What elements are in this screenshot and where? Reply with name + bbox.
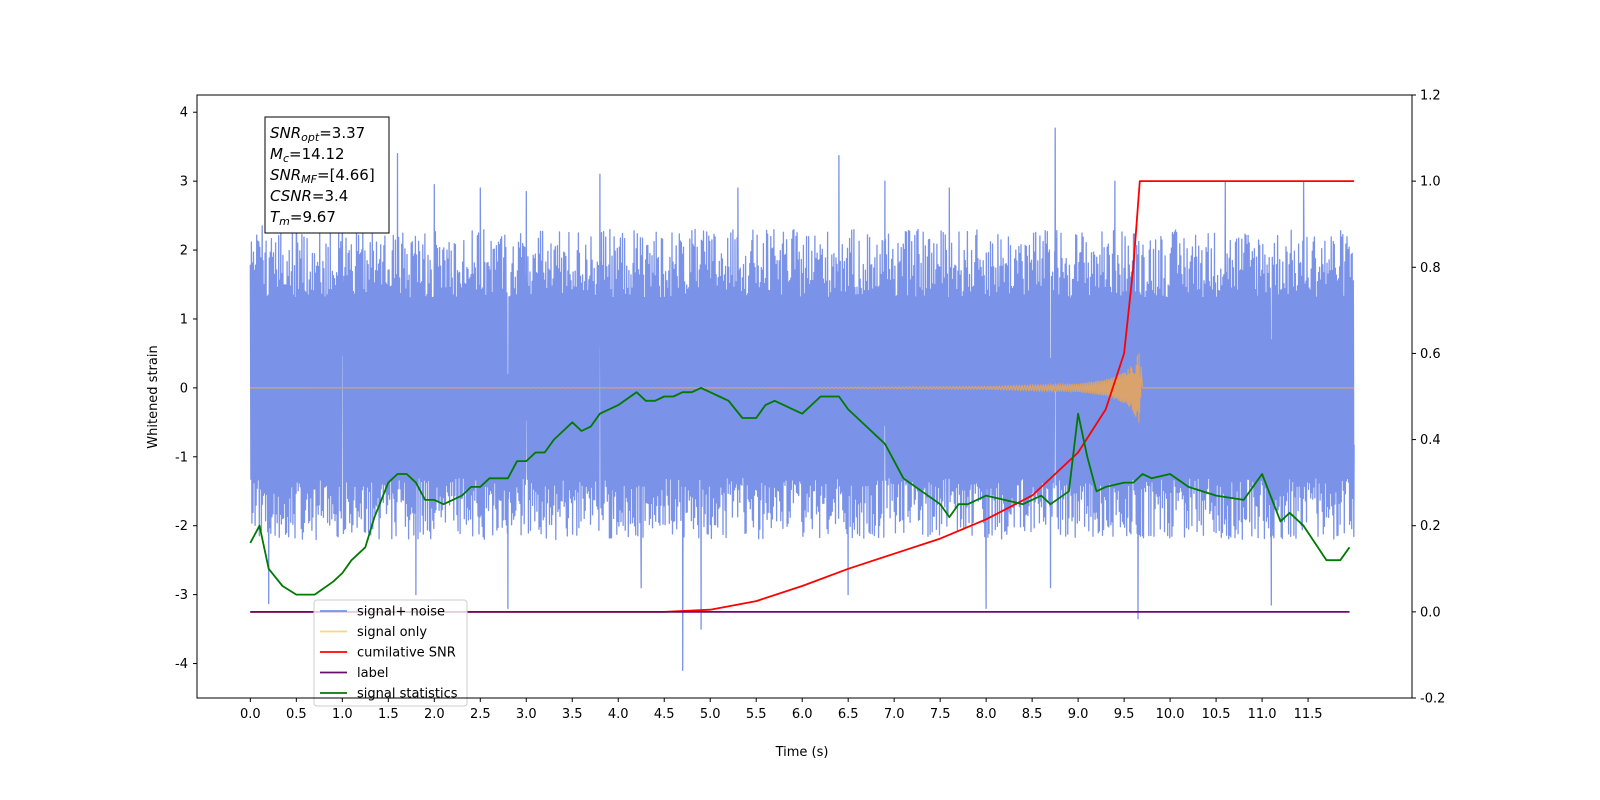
x-tick-label: 11.0 [1248,707,1277,722]
y-axis-label-left: Whitened strain [146,345,161,448]
legend-label: signal+ noise [357,605,445,620]
y-tick-label-right: 0.2 [1420,519,1441,534]
series-line-signal-only [250,353,1355,423]
x-tick-label: 0.0 [240,707,261,722]
x-tick-label: 4.5 [654,707,675,722]
x-tick-label: 9.0 [1068,707,1089,722]
y-tick-label-right: 1.2 [1420,89,1441,104]
x-tick-label: 8.5 [1022,707,1043,722]
y-tick-label-right: 0.6 [1420,347,1441,362]
y-tick-label-right: 0.4 [1420,433,1441,448]
info-line: CSNR=3.4 [270,187,348,205]
legend-label: label [357,666,388,681]
y-tick-label-left: -2 [175,519,188,534]
info-line: Mc=14.12 [270,145,345,165]
x-tick-label: 3.5 [562,707,583,722]
info-line: SNRMF=[4.66] [270,166,375,186]
x-tick-label: 6.0 [792,707,813,722]
x-tick-label: 4.0 [608,707,629,722]
legend-label: cumilative SNR [357,646,456,661]
x-tick-label: 1.0 [332,707,353,722]
y-tick-label-right: 1.0 [1420,175,1441,190]
legend: signal+ noise signal only cumilative SNR la… [313,599,468,707]
x-tick-label: 5.5 [746,707,767,722]
info-box-frame [264,116,390,234]
x-tick-label: 3.0 [516,707,537,722]
x-tick-label: 9.5 [1114,707,1135,722]
y-tick-label-left: 2 [180,244,188,259]
y-tick-label-left: -3 [175,588,188,603]
y-tick-label-right: 0.8 [1420,261,1441,276]
x-tick-label: 6.5 [838,707,859,722]
legend-label: signal statistics [357,687,458,702]
x-tick-label: 7.0 [884,707,905,722]
x-tick-label: 10.0 [1156,707,1185,722]
series-line-signal-statistics [249,387,1351,596]
y-tick-label-right: 0.0 [1420,605,1441,620]
x-tick-label: 7.5 [930,707,951,722]
x-tick-label: 11.5 [1294,707,1323,722]
info-line: SNRopt=3.37 [270,124,365,144]
y-tick-label-left: -1 [175,450,188,465]
y-tick-label-right: -0.2 [1420,692,1445,707]
axes: 0.0 0.5 1.0 1.5 2.0 2.5 3.0 3.5 4.0 4.5 5.0 5.5 6.0 6… [175,89,1445,723]
x-tick-label: 5.0 [700,707,721,722]
x-axis-label: Time (s) [775,745,829,760]
legend-frame [313,599,468,707]
x-tick-label: 2.5 [470,707,491,722]
info-line: Tm=9.67 [270,208,336,228]
series-line-cumulative-snr [250,180,1355,613]
x-tick-label: 8.0 [976,707,997,722]
x-tick-label: 2.0 [424,707,445,722]
y-tick-label-left: 0 [180,381,188,396]
y-tick-label-left: -4 [175,657,188,672]
legend-label: signal only [357,625,427,640]
y-tick-label-left: 3 [180,175,188,190]
y-tick-label-left: 4 [180,106,188,121]
x-tick-label: 10.5 [1202,707,1231,722]
y-tick-label-left: 1 [180,312,188,327]
series-line-signal-plus-noise [249,127,1355,672]
x-tick-label: 1.5 [378,707,399,722]
axes-frame [196,94,1413,699]
x-tick-label: 0.5 [286,707,307,722]
